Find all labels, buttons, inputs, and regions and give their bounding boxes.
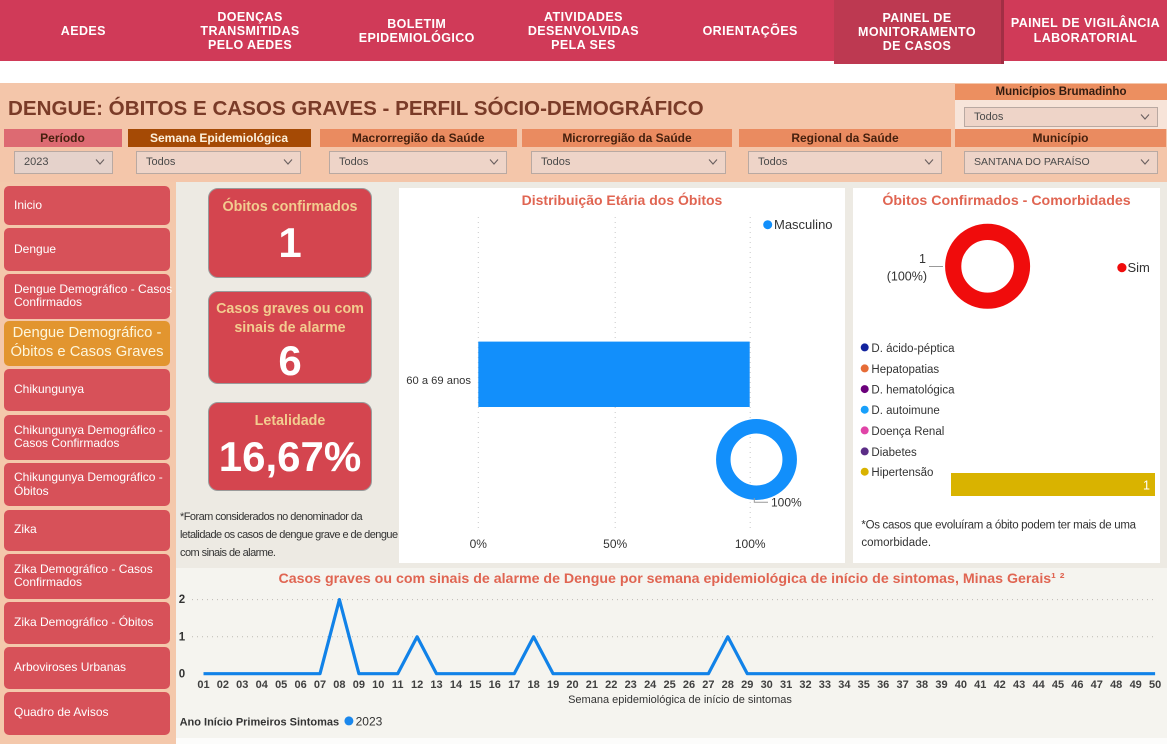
svg-text:30: 30 [761,679,773,691]
svg-text:50: 50 [1149,679,1161,691]
svg-text:47: 47 [1091,679,1103,691]
svg-text:16: 16 [489,679,501,691]
svg-text:Masculino: Masculino [774,217,833,232]
svg-text:03: 03 [236,679,248,691]
svg-text:2023: 2023 [356,714,383,728]
svg-text:Hipertensão: Hipertensão [871,467,933,479]
svg-text:(100%): (100%) [887,270,927,284]
svg-text:100%: 100% [771,496,802,510]
svg-text:26: 26 [683,679,695,691]
svg-text:Sim: Sim [1128,260,1150,275]
svg-text:07: 07 [314,679,326,691]
svg-text:14: 14 [450,679,463,691]
svg-text:05: 05 [275,679,287,691]
svg-text:41: 41 [974,679,986,691]
svg-text:48: 48 [1110,679,1122,691]
svg-text:20: 20 [566,679,578,691]
svg-text:D. ácido-péptica: D. ácido-péptica [871,343,955,355]
svg-text:34: 34 [838,679,851,691]
svg-text:24: 24 [644,679,657,691]
svg-text:44: 44 [1032,679,1045,691]
svg-text:0%: 0% [470,537,488,551]
svg-text:Diabetes: Diabetes [871,447,917,459]
svg-text:29: 29 [741,679,753,691]
svg-text:39: 39 [935,679,947,691]
svg-text:*Os casos que evoluíram a óbit: *Os casos que evoluíram a óbito podem te… [861,520,1136,532]
svg-text:37: 37 [896,679,908,691]
svg-text:D. autoimune: D. autoimune [871,405,939,417]
svg-text:33: 33 [819,679,831,691]
svg-text:18: 18 [527,679,539,691]
svg-text:17: 17 [508,679,520,691]
svg-text:Doença Renal: Doença Renal [871,426,944,438]
svg-text:13: 13 [430,679,442,691]
svg-text:15: 15 [469,679,481,691]
svg-text:10: 10 [372,679,384,691]
svg-text:Semana epidemiológica de iníci: Semana epidemiológica de início de sinto… [568,694,792,706]
svg-text:1: 1 [179,631,186,643]
svg-text:2: 2 [179,594,185,606]
svg-text:28: 28 [722,679,734,691]
svg-text:45: 45 [1052,679,1064,691]
svg-text:1: 1 [1143,479,1150,493]
svg-text:46: 46 [1071,679,1083,691]
svg-text:36: 36 [877,679,889,691]
svg-text:Ano Início Primeiros Sintomas: Ano Início Primeiros Sintomas [180,716,340,728]
svg-text:49: 49 [1130,679,1142,691]
svg-text:02: 02 [217,679,229,691]
svg-text:12: 12 [411,679,423,691]
svg-text:27: 27 [702,679,714,691]
svg-text:21: 21 [586,679,598,691]
svg-text:comorbidade.: comorbidade. [861,537,931,549]
svg-text:0: 0 [179,668,185,680]
svg-text:01: 01 [197,679,209,691]
svg-text:11: 11 [392,679,404,691]
svg-text:50%: 50% [603,537,627,551]
svg-text:100%: 100% [735,537,766,551]
svg-text:31: 31 [780,679,792,691]
svg-text:19: 19 [547,679,559,691]
svg-text:25: 25 [663,679,675,691]
svg-text:40: 40 [955,679,967,691]
svg-text:08: 08 [333,679,345,691]
svg-text:43: 43 [1013,679,1025,691]
svg-text:35: 35 [858,679,870,691]
svg-text:1: 1 [919,252,926,266]
svg-text:22: 22 [605,679,617,691]
svg-text:32: 32 [799,679,811,691]
svg-text:60 a 69 anos: 60 a 69 anos [406,375,471,387]
svg-text:Hepatopatias: Hepatopatias [871,364,939,376]
svg-text:42: 42 [994,679,1006,691]
svg-text:09: 09 [353,679,365,691]
svg-text:38: 38 [916,679,928,691]
svg-text:23: 23 [625,679,637,691]
svg-text:D. hematológica: D. hematológica [871,385,955,397]
svg-text:06: 06 [294,679,306,691]
svg-text:04: 04 [256,679,269,691]
